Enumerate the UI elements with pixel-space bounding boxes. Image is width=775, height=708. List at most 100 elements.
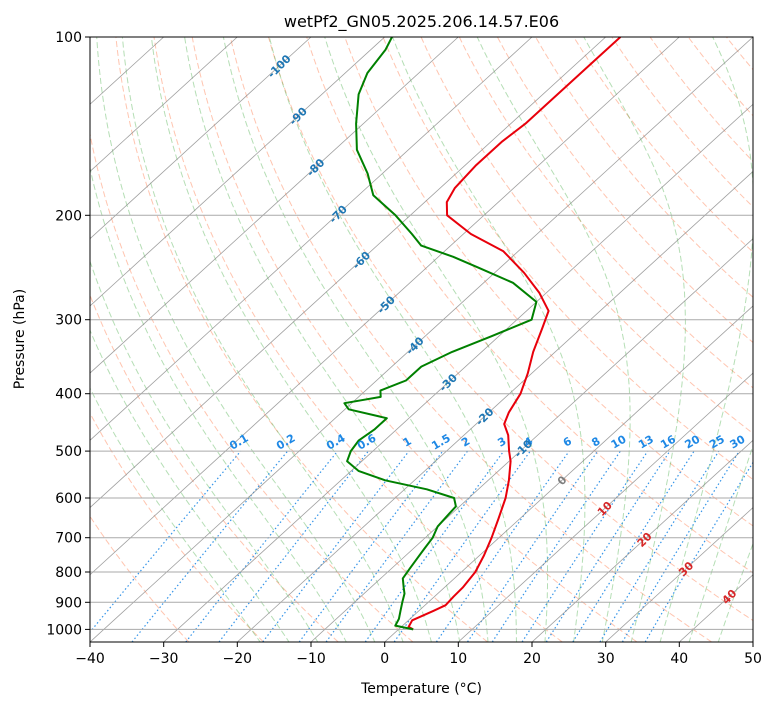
dry-adiabat bbox=[268, 37, 753, 622]
pressure-gridlines bbox=[90, 37, 753, 630]
mixing-ratio-label: 1.5 bbox=[429, 432, 452, 453]
y-tick-label: 600 bbox=[55, 491, 82, 507]
mixing-ratio-label: 6 bbox=[561, 434, 574, 449]
moist-adiabat bbox=[121, 37, 404, 642]
chart-title: wetPf2_GN05.2025.206.14.57.E06 bbox=[284, 12, 559, 32]
moist-adiabat bbox=[392, 37, 586, 642]
isotherm-gridline bbox=[90, 37, 385, 307]
mixing-ratio-line bbox=[298, 450, 444, 642]
x-tick-label: −20 bbox=[223, 651, 253, 667]
x-tick-label: −30 bbox=[149, 651, 179, 667]
mixing-ratio-line bbox=[621, 450, 740, 642]
dry-adiabat bbox=[458, 37, 753, 389]
dry-adiabat bbox=[611, 37, 753, 208]
moist-adiabat bbox=[268, 37, 517, 642]
dewpoint-line bbox=[343, 37, 538, 631]
mixing-ratio-line bbox=[364, 450, 505, 642]
moist-adiabat bbox=[659, 37, 753, 642]
dry-adiabat bbox=[535, 37, 753, 298]
mixing-ratio-line bbox=[131, 450, 289, 642]
x-tick-label: 40 bbox=[670, 651, 688, 667]
mixing-ratio-label: 30 bbox=[728, 432, 748, 451]
moist-adiabat bbox=[90, 259, 319, 642]
isotherm-gridline bbox=[752, 641, 753, 642]
mixing-ratio-line bbox=[435, 450, 570, 642]
mixing-ratio-label: 3 bbox=[495, 435, 508, 450]
mixing-ratio-line bbox=[325, 450, 468, 642]
dry-adiabat bbox=[765, 37, 775, 642]
y-tick-label: 700 bbox=[55, 531, 82, 547]
mixing-ratio-line bbox=[90, 450, 242, 633]
dry-adiabat bbox=[573, 37, 753, 253]
dry-adiabat bbox=[90, 293, 339, 642]
moist-adiabat bbox=[96, 37, 376, 642]
mixing-ratio-label: 20 bbox=[682, 432, 702, 451]
mixing-ratio-label: 0.4 bbox=[324, 431, 348, 452]
y-tick-label: 500 bbox=[55, 444, 82, 460]
y-tick-label: 800 bbox=[55, 565, 82, 581]
x-tick-label: 20 bbox=[523, 651, 541, 667]
moist-adiabat bbox=[150, 37, 432, 642]
dry-adiabat bbox=[90, 412, 264, 642]
moist-adiabat bbox=[90, 387, 261, 642]
mixing-ratio-line bbox=[466, 450, 599, 642]
isotherm-gridline bbox=[90, 37, 238, 172]
isotherm-gridline bbox=[605, 507, 753, 642]
isotherm-gridline bbox=[90, 37, 606, 509]
x-tick-label: −10 bbox=[296, 651, 326, 667]
x-axis: −40 −30 −20 −10 0 10 20 30 40 50 bbox=[75, 642, 762, 667]
mixing-ratio-line bbox=[185, 450, 339, 642]
y-tick-label: 200 bbox=[55, 208, 82, 224]
mixing-ratio-line bbox=[545, 450, 671, 642]
y-tick-label: 100 bbox=[55, 30, 82, 46]
y-axis: 100 200 300 400 500 600 700 800 900 1000 bbox=[46, 30, 90, 638]
moist-adiabat bbox=[90, 165, 347, 642]
moist-adiabat bbox=[688, 444, 753, 642]
isotherm-gridline bbox=[90, 37, 533, 441]
isotherm-gridline bbox=[90, 37, 459, 374]
x-axis-label: Temperature (°C) bbox=[360, 681, 482, 697]
mixing-ratio-line bbox=[572, 450, 695, 642]
moist-adiabat bbox=[476, 37, 631, 642]
dry-adiabat bbox=[344, 37, 753, 527]
y-tick-label: 900 bbox=[55, 595, 82, 611]
mixing-ratio-line bbox=[599, 450, 720, 642]
mixing-ratio-line bbox=[262, 450, 410, 642]
dry-adiabat bbox=[191, 37, 638, 642]
dry-adiabat bbox=[115, 37, 488, 642]
profile-series bbox=[343, 37, 622, 631]
dry-adiabat bbox=[496, 37, 753, 344]
y-tick-label: 300 bbox=[55, 313, 82, 329]
dry-adiabat bbox=[649, 37, 753, 163]
moist-adiabat bbox=[324, 37, 549, 642]
moist-adiabat bbox=[583, 37, 686, 642]
temperature-line bbox=[407, 37, 622, 631]
mixing-ratio-line bbox=[521, 450, 649, 642]
y-tick-label: 400 bbox=[55, 387, 82, 403]
y-axis-label: Pressure (hPa) bbox=[12, 289, 28, 389]
isotherm-gridline bbox=[90, 37, 312, 240]
x-tick-label: 50 bbox=[744, 651, 762, 667]
isotherm-gridline bbox=[90, 37, 680, 576]
mixing-ratio-line bbox=[218, 450, 369, 642]
isotherm-gridline bbox=[384, 305, 753, 642]
isotherm-gridline bbox=[310, 238, 753, 642]
moist-adiabat bbox=[184, 37, 461, 642]
mixing-ratio-label: 0.2 bbox=[274, 432, 297, 453]
dry-adiabat bbox=[726, 37, 753, 71]
mixing-ratio-line bbox=[491, 450, 621, 642]
mixing-ratio-label: 25 bbox=[707, 433, 727, 452]
isotherm-gridline bbox=[237, 170, 753, 642]
isotherm-gridline bbox=[90, 37, 753, 642]
isotherm-gridline bbox=[531, 439, 753, 642]
x-tick-label: 0 bbox=[380, 651, 389, 667]
mixing-ratio-label: 1 bbox=[401, 435, 414, 450]
dry-adiabat bbox=[306, 37, 753, 574]
dry-adiabat bbox=[229, 37, 712, 642]
dry-adiabat bbox=[153, 37, 563, 642]
line-labels: 0.1 0.2 0.4 0.6 1 1.5 2 3 4 6 8 10 13 16 20 25 30-100-90… bbox=[227, 52, 747, 607]
y-tick-label: 1000 bbox=[46, 622, 82, 638]
axes-frame bbox=[89, 36, 754, 643]
isotherm-gridline bbox=[458, 372, 753, 642]
